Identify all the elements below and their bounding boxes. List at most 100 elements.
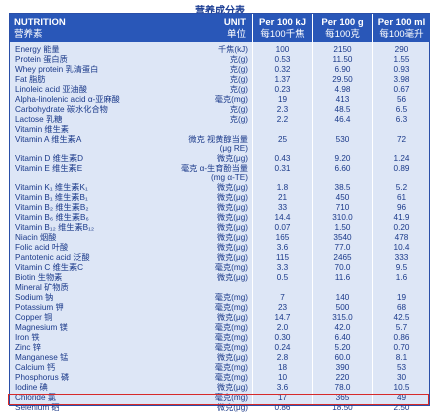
header-per-100g-cn: 每100克 (325, 29, 360, 40)
value-per-100g: 70.0 (334, 263, 351, 272)
nutrient-name: Energy 能量 (15, 45, 60, 54)
value-per-100g: 2465 (333, 253, 352, 262)
value-per-100g: 42.0 (334, 323, 351, 332)
table-title: 营养成分表 (195, 6, 245, 17)
header-per-100kj-cn: 每100千焦 (260, 29, 305, 40)
value-per-100kj: 3.6 (276, 383, 289, 392)
value-per-100kj: 14.7 (274, 313, 291, 322)
header-unit-cn: 单位 (226, 29, 246, 40)
nutrient-name: Vitamin B₆ 维生素B₆ (15, 213, 89, 222)
value-per-100kj: 0.07 (274, 223, 291, 232)
value-per-100kj: 18 (277, 363, 288, 372)
value-per-100kj: 14.4 (274, 213, 291, 222)
table-row: Vitamin 维生素 (10, 125, 429, 134)
value-per-100kj: 3.3 (276, 263, 289, 272)
value-per-100g: 18.50 (332, 403, 353, 412)
value-per-100kj: 0.86 (274, 403, 291, 412)
value-per-100g: 710 (335, 203, 350, 212)
value-per-100ml: 56 (396, 95, 407, 104)
unit-cell: 微克(μg) (216, 353, 248, 362)
table-row: Chloride 氯 毫克(mg) 17 365 49 (10, 393, 429, 402)
value-per-100ml: 333 (394, 253, 409, 262)
unit-cell: 微克(μg) (216, 154, 248, 163)
column-divider (252, 14, 253, 405)
header-per-100ml-en: Per 100 ml (377, 17, 426, 28)
unit-cell: 克(g) (229, 55, 248, 64)
header-unit: UNIT 单位 (192, 14, 252, 42)
table-row: Fat 脂肪 克(g) 1.37 29.50 3.98 (10, 75, 429, 84)
value-per-100ml: 2.50 (393, 403, 410, 412)
value-per-100g: 77.0 (334, 243, 351, 252)
value-per-100g: 48.5 (334, 105, 351, 114)
value-per-100g: 9.20 (334, 154, 351, 163)
value-per-100ml: 6.3 (395, 115, 408, 124)
unit-cell: 毫克(mg) (214, 303, 248, 312)
value-per-100ml: 5.2 (395, 183, 408, 192)
value-per-100g: 500 (335, 303, 350, 312)
table-row: Magnesium 镁 毫克(mg) 2.0 42.0 5.7 (10, 323, 429, 332)
unit-cell: 毫克(mg) (214, 293, 248, 302)
unit-cell: 微克(μg) (216, 313, 248, 322)
value-per-100ml: 3.98 (393, 75, 410, 84)
value-per-100ml: 1.55 (393, 55, 410, 64)
header-unit-en: UNIT (223, 17, 246, 28)
value-per-100ml: 1.24 (393, 154, 410, 163)
unit-cell: 微克(μg) (216, 273, 248, 282)
table-row: Mineral 矿物质 (10, 283, 429, 292)
header-per-100kj-en: Per 100 kJ (258, 17, 306, 28)
table-row: Sodium 钠 毫克(mg) 7 140 19 (10, 293, 429, 302)
value-per-100kj: 0.53 (274, 55, 291, 64)
value-per-100g: 530 (335, 135, 350, 144)
column-background (10, 42, 429, 405)
nutrient-name: Phosphorus 磷 (15, 373, 70, 382)
unit-cell: 微克(μg) (216, 233, 248, 242)
nutrient-name: Vitamin C 维生素C (15, 263, 84, 272)
table-row: Biotin 生物素 微克(μg) 0.5 11.6 1.6 (10, 273, 429, 282)
table-row: Protein 蛋白质 克(g) 0.53 11.50 1.55 (10, 55, 429, 64)
unit-cell: 克(g) (229, 105, 248, 114)
nutrient-name: Vitamin B₁₂ 维生素B₁₂ (15, 223, 95, 232)
value-per-100g: 11.6 (334, 273, 351, 282)
table-row: Vitamin E 维生素E 毫克 α-生育酚当量 (mg α-TE) 0.31 6.6… (10, 164, 429, 182)
value-per-100g: 140 (335, 293, 350, 302)
table-row: Vitamin A 维生素A 微克 视黄醇当量 (μg RE) 25 530 72 (10, 135, 429, 153)
unit-cell: 毫克(mg) (214, 393, 248, 402)
value-per-100g: 220 (335, 373, 350, 382)
table-row: Alpha-linolenic acid α-亚麻酸 毫克(mg) 19 413 56 (10, 95, 429, 104)
nutrient-name: Vitamin 维生素 (15, 125, 69, 134)
table-row: Potassium 钾 毫克(mg) 23 500 68 (10, 303, 429, 312)
nutrient-name: Calcium 钙 (15, 363, 56, 372)
table-row: Iron 铁 毫克(mg) 0.30 6.40 0.86 (10, 333, 429, 342)
nutrient-name: Chloride 氯 (15, 393, 56, 402)
nutrient-name: Vitamin B₂ 维生素B₂ (15, 203, 89, 212)
nutrient-name: Vitamin E 维生素E (15, 164, 83, 173)
nutrient-name: Sodium 钠 (15, 293, 54, 302)
value-per-100ml: 1.6 (395, 273, 408, 282)
nutrient-name: Whey protein 乳清蛋白 (15, 65, 99, 74)
value-per-100kj: 2.3 (276, 105, 289, 114)
nutrition-table: NUTRITION 营养素 UNIT 单位 Per 100 kJ 每100千焦 … (9, 13, 430, 412)
value-per-100g: 6.90 (334, 65, 351, 74)
value-per-100ml: 0.93 (393, 65, 410, 74)
unit-cell: 微克(μg) (216, 183, 248, 192)
value-per-100g: 310.0 (332, 213, 353, 222)
value-per-100g: 413 (335, 95, 350, 104)
table-row: Phosphorus 磷 毫克(mg) 10 220 30 (10, 373, 429, 382)
unit-cell: 毫克(mg) (214, 323, 248, 332)
value-per-100kj: 100 (275, 45, 290, 54)
table-row: Vitamin B₁ 维生素B₁ 微克(μg) 21 450 61 (10, 193, 429, 202)
unit-cell: 克(g) (229, 85, 248, 94)
nutrient-name: Vitamin B₁ 维生素B₁ (15, 193, 88, 202)
value-per-100kj: 1.37 (274, 75, 291, 84)
table-row: Vitamin B₁₂ 维生素B₁₂ 微克(μg) 0.07 1.50 0.20 (10, 223, 429, 232)
value-per-100g: 5.20 (334, 343, 351, 352)
value-per-100g: 60.0 (334, 353, 351, 362)
value-per-100kj: 1.8 (276, 183, 289, 192)
value-per-100kj: 0.43 (274, 154, 291, 163)
value-per-100kj: 115 (275, 253, 290, 262)
nutrient-name: Vitamin D 维生素D (15, 154, 84, 163)
value-per-100ml: 0.67 (393, 85, 410, 94)
nutrient-name: Fat 脂肪 (15, 75, 46, 84)
value-per-100g: 78.0 (334, 383, 351, 392)
unit-cell: 克(g) (229, 65, 248, 74)
